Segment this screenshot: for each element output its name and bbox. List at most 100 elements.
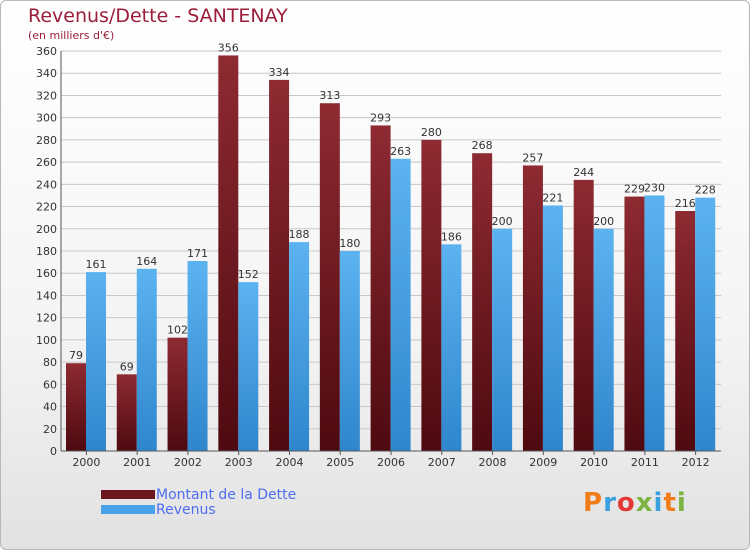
bars — [66, 55, 716, 451]
x-tick-label: 2006 — [377, 456, 405, 469]
x-tick-label: 2011 — [631, 456, 659, 469]
data-label-dette: 69 — [120, 360, 134, 373]
data-label-revenus: 161 — [86, 258, 107, 271]
bar-revenus — [86, 272, 106, 451]
bar-revenus — [492, 228, 513, 451]
data-label-revenus: 152 — [238, 268, 259, 281]
y-tick-label: 320 — [36, 89, 57, 102]
data-label-revenus: 263 — [390, 145, 411, 158]
legend-swatch-dette — [101, 490, 155, 499]
y-tick-label: 120 — [36, 312, 57, 325]
data-label-dette: 280 — [421, 126, 442, 139]
data-label-dette: 313 — [319, 89, 340, 102]
data-label-dette: 293 — [370, 111, 391, 124]
logo-letter: i — [653, 488, 664, 518]
data-label-revenus: 200 — [492, 215, 513, 228]
y-tick-label: 60 — [43, 378, 57, 391]
data-label-revenus: 200 — [593, 215, 614, 228]
logo-letter: i — [676, 488, 687, 518]
bar-revenus — [542, 205, 563, 451]
bar-revenus — [136, 268, 157, 451]
y-tick-label: 180 — [36, 245, 57, 258]
data-label-dette: 244 — [573, 166, 594, 179]
axes: 0 20 40 60 80 100 120 140 160 180 200 220 240 260 280 3… — [36, 45, 721, 469]
bar-revenus — [593, 228, 614, 451]
y-tick-label: 200 — [36, 223, 57, 236]
y-tick-label: 340 — [36, 67, 57, 80]
x-tick-label: 2002 — [174, 456, 202, 469]
y-tick-label: 280 — [36, 134, 57, 147]
bar-dette — [218, 55, 239, 451]
y-tick-label: 300 — [36, 112, 57, 125]
bar-dette — [421, 139, 442, 451]
data-labels: 79 161 69 164 102 171 356 152 334 188 313 180 293 263… — [69, 41, 716, 373]
y-tick-label: 260 — [36, 156, 57, 169]
y-tick-label: 100 — [36, 334, 57, 347]
proxiti-logo: Proxiti — [583, 488, 687, 518]
bar-revenus — [695, 197, 716, 451]
bar-dette — [624, 196, 645, 451]
data-label-revenus: 230 — [644, 181, 665, 194]
data-label-dette: 216 — [675, 197, 696, 210]
y-tick-label: 160 — [36, 267, 57, 280]
y-tick-label: 80 — [43, 356, 57, 369]
x-tick-label: 2012 — [682, 456, 710, 469]
bar-dette — [573, 179, 594, 451]
data-label-dette: 268 — [472, 139, 493, 152]
x-tick-label: 2009 — [529, 456, 557, 469]
bar-revenus — [238, 282, 259, 451]
x-tick-label: 2003 — [225, 456, 253, 469]
legend-swatch-revenus — [101, 505, 155, 514]
y-tick-label: 0 — [50, 445, 57, 458]
data-label-dette: 79 — [69, 349, 83, 362]
data-label-revenus: 228 — [695, 184, 716, 197]
x-tick-label: 2008 — [479, 456, 507, 469]
x-tick-label: 2005 — [326, 456, 354, 469]
bar-revenus — [187, 261, 208, 451]
legend-label-revenus: Revenus — [156, 502, 216, 518]
bar-dette — [116, 374, 137, 451]
x-tick-label: 2001 — [123, 456, 151, 469]
bar-revenus — [644, 195, 665, 451]
logo-letter: o — [616, 488, 636, 518]
y-tick-label: 360 — [36, 45, 57, 58]
logo-letter: r — [603, 488, 617, 518]
data-label-revenus: 171 — [187, 247, 208, 260]
logo-letter: t — [663, 488, 677, 518]
bar-dette — [269, 79, 290, 451]
chart-subtitle: (en milliers d'€) — [28, 29, 115, 42]
data-label-dette: 334 — [269, 66, 290, 79]
data-label-dette: 356 — [218, 41, 239, 54]
bar-revenus — [441, 244, 462, 451]
x-tick-label: 2010 — [580, 456, 608, 469]
bar-dette — [522, 165, 543, 451]
bar-dette — [472, 153, 493, 451]
data-label-revenus: 180 — [339, 237, 360, 250]
y-tick-label: 220 — [36, 201, 57, 214]
x-tick-label: 2004 — [275, 456, 303, 469]
logo-letter: P — [583, 488, 604, 518]
y-tick-label: 20 — [43, 423, 57, 436]
x-tick-label: 2007 — [428, 456, 456, 469]
data-label-revenus: 164 — [136, 255, 157, 268]
bar-dette — [675, 211, 696, 451]
bar-dette — [319, 103, 340, 451]
data-label-revenus: 188 — [289, 228, 310, 241]
data-label-dette: 229 — [624, 183, 645, 196]
x-tick-label: 2000 — [72, 456, 100, 469]
bar-revenus — [390, 158, 411, 451]
bar-revenus — [289, 242, 310, 451]
bar-dette — [167, 337, 188, 451]
data-label-dette: 102 — [167, 324, 188, 337]
bar-dette — [370, 125, 391, 451]
logo-letter: x — [635, 488, 654, 518]
y-tick-label: 40 — [43, 401, 57, 414]
chart-title: Revenus/Dette - SANTENAY — [28, 5, 288, 27]
data-label-revenus: 186 — [441, 230, 462, 243]
legend-label-dette: Montant de la Dette — [156, 487, 297, 503]
data-label-revenus: 221 — [542, 191, 563, 204]
bar-revenus — [339, 251, 360, 451]
y-tick-label: 240 — [36, 178, 57, 191]
